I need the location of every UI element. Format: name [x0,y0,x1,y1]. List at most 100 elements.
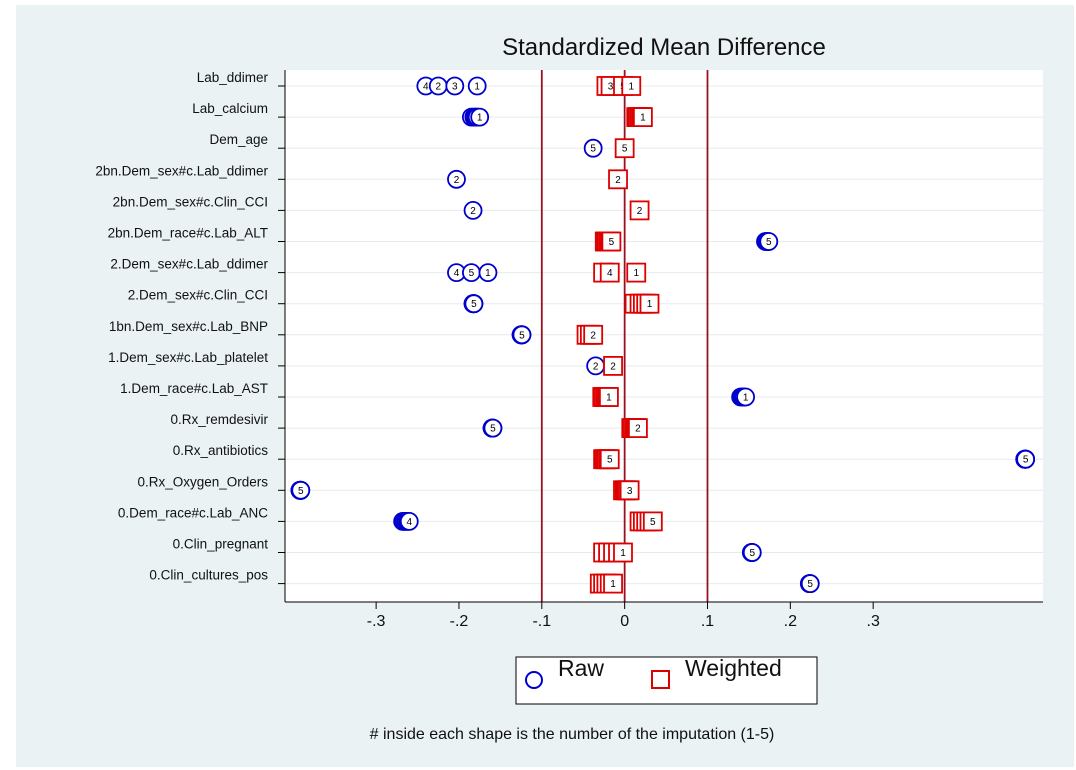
x-tick-label: 0 [620,613,629,630]
raw-point-marker [291,480,311,500]
weighted-point-marker [642,511,663,532]
weighted-point-marker [603,573,623,594]
imputation-number-label: 2 [470,206,476,217]
legend-raw-marker [525,671,543,689]
raw-point-marker [445,76,465,96]
imputation-number-label: 1 [477,113,483,124]
imputation-number-label: 1 [640,113,646,124]
y-tick-label: 1.Dem_sex#c.Lab_platelet [108,350,268,365]
imputation-number-label: 2 [435,82,441,93]
weighted-point-marker [619,480,640,501]
y-tick-label: 0.Rx_Oxygen_Orders [137,474,268,489]
weighted-point-marker [628,418,648,439]
imputation-number-label: 2 [590,330,596,341]
imputation-number-label: 5 [622,144,628,155]
imputation-number-label: 5 [650,517,656,528]
weighted-point-marker [601,231,622,252]
weighted-point-marker [583,324,604,345]
imputation-number-label: 5 [766,237,772,248]
imputation-number-label: 2 [615,175,621,186]
chart-note: # inside each shape is the number of the… [370,726,775,743]
weighted-point-marker [608,169,628,190]
raw-point-marker [478,263,498,283]
weighted-point-marker [629,200,650,221]
imputation-number-label: 1 [610,579,616,590]
raw-point-marker [483,418,503,438]
raw-point-marker [399,512,419,531]
raw-point-marker [742,543,762,562]
x-tick-label: -.3 [367,613,386,630]
y-tick-label: 2.Dem_sex#c.Clin_CCI [128,288,268,303]
y-tick-label: Lab_ddimer [197,70,269,85]
imputation-number-label: 5 [1023,455,1029,466]
raw-point-marker [470,107,490,127]
weighted-point-marker [621,76,642,96]
legend: Raw Weighted [515,655,818,705]
imputation-number-label: 1 [743,393,749,404]
raw-point-marker [463,200,483,220]
raw-point-marker [512,325,532,345]
imputation-number-label: 2 [593,361,599,372]
legend-raw-label: Raw [558,655,604,681]
imputation-number-label: 5 [590,144,596,155]
y-tick-label: 1.Dem_race#c.Lab_AST [120,381,268,396]
imputation-number-label: 4 [607,268,613,279]
raw-point-marker [736,387,755,407]
imputation-number-label: 4 [406,517,412,528]
legend-weighted-marker [651,670,670,689]
y-tick-label: 2.Dem_sex#c.Lab_ddimer [110,257,268,272]
legend-weighted-label: Weighted [685,655,782,681]
imputation-number-label: 1 [474,82,480,93]
y-tick-label: 1bn.Dem_sex#c.Lab_BNP [109,319,268,334]
x-tick-label: .2 [784,613,797,630]
raw-point-marker [800,574,820,593]
y-tick-label: 0.Dem_race#c.Lab_ANC [118,505,268,520]
imputation-number-label: 5 [609,237,615,248]
weighted-point-marker [632,107,653,127]
imputation-number-label: 5 [749,548,755,559]
y-tick-label: 0.Clin_cultures_pos [149,568,268,583]
imputation-number-label: 3 [452,82,458,93]
weighted-point-marker [599,262,620,283]
imputation-number-label: 5 [298,486,304,497]
raw-point-marker [1016,449,1036,469]
raw-point-marker [467,76,487,96]
imputation-number-label: 5 [469,268,475,279]
imputation-number-label: 2 [637,206,643,217]
chart-title: Standardized Mean Difference [502,34,826,61]
y-tick-label: 2bn.Dem_sex#c.Clin_CCI [113,194,268,209]
imputation-number-label: 3 [627,486,633,497]
raw-point-marker [464,294,484,314]
imputation-number-label: 2 [454,175,460,186]
imputation-number-label: 5 [519,330,525,341]
weighted-point-marker [614,138,635,159]
imputation-number-label: 1 [606,393,612,404]
weighted-point-marker [599,387,619,407]
weighted-point-marker [626,262,647,283]
weighted-point-marker [603,355,623,376]
imputation-number-label: 2 [635,424,641,435]
weighted-point-marker [613,542,633,563]
x-tick-label: .1 [701,613,714,630]
imputation-number-label: 2 [610,361,616,372]
y-tick-label: 2bn.Dem_race#c.Lab_ALT [108,226,268,241]
raw-point-marker [759,232,779,251]
y-tick-label: 0.Clin_pregnant [173,537,269,552]
x-tick-label: -.2 [450,613,469,630]
imputation-number-label: 1 [485,268,491,279]
imputation-number-label: 1 [620,548,626,559]
x-tick-label: -.1 [532,613,551,630]
imputation-number-label: 3 [608,82,614,93]
imputation-number-label: 1 [647,299,653,310]
raw-point-marker [583,138,603,158]
imputation-number-label: 1 [633,268,639,279]
x-tick-label: .3 [867,613,880,630]
weighted-point-marker [599,449,620,470]
imputation-number-label: 1 [628,82,634,93]
weighted-point-marker [639,293,660,314]
imputation-number-label: 4 [423,82,429,93]
y-tick-label: 2bn.Dem_sex#c.Lab_ddimer [95,163,268,178]
imputation-number-label: 5 [607,455,613,466]
imputation-number-label: 5 [471,299,477,310]
